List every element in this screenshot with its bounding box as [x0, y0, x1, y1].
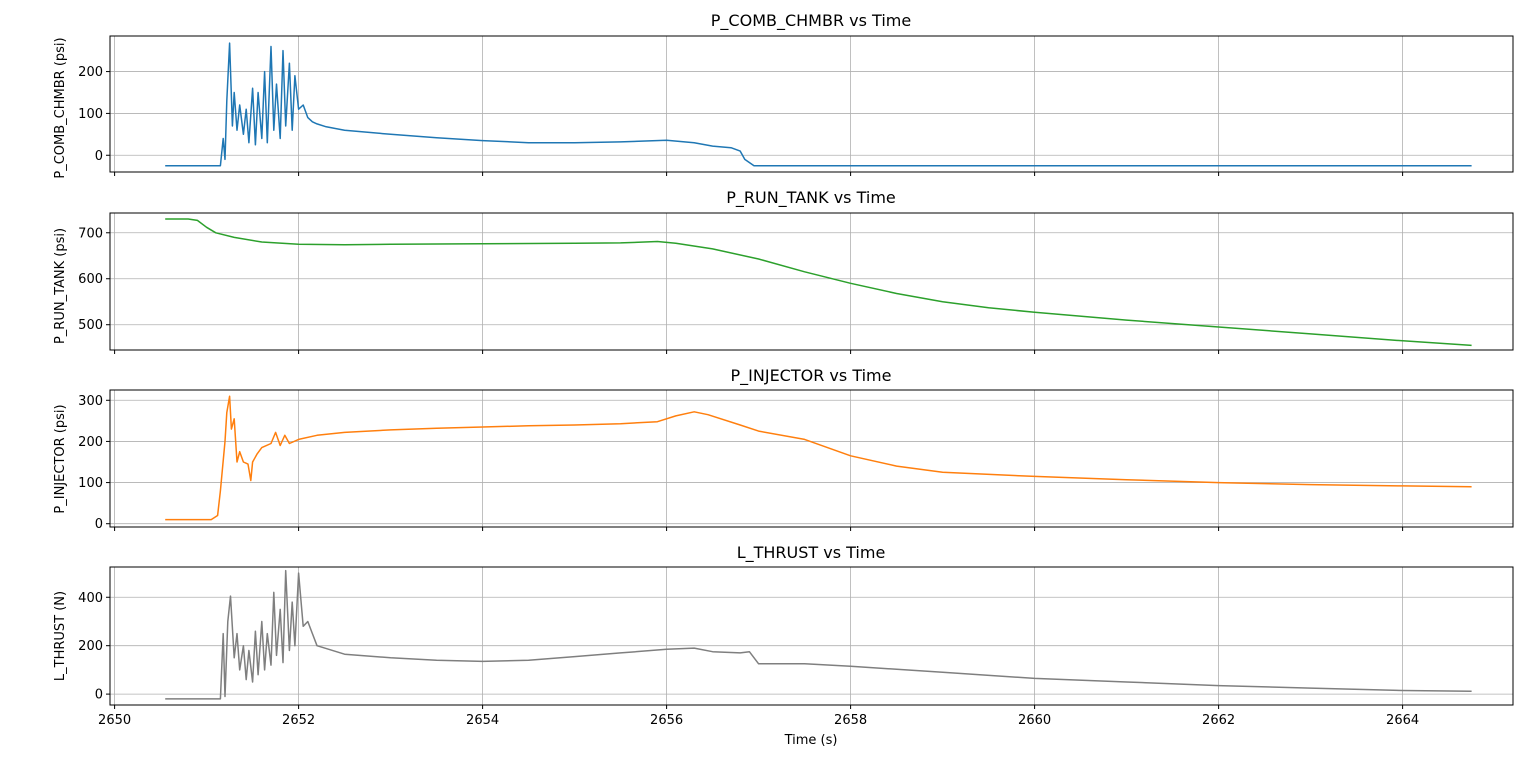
series-line: [165, 218, 1472, 347]
subplot-p-run-tank: P_RUN_TANK vs Time P_RUN_TANK (psi) 500 6…: [53, 188, 1514, 354]
x-tick-label: 2660: [1018, 713, 1051, 728]
x-tick-label: 2656: [650, 713, 683, 728]
series-line: [165, 395, 1472, 521]
plot-area: 0 100 200: [78, 35, 1514, 176]
y-tick-label: 0: [95, 149, 103, 164]
y-tick-label: 100: [78, 107, 103, 122]
x-tick-label: 2662: [1202, 713, 1235, 728]
y-tick-label: 400: [78, 591, 103, 606]
series-line: [165, 569, 1472, 700]
y-tick-label: 200: [78, 435, 103, 450]
plot-area: 0 100 200 300: [78, 389, 1514, 532]
subplot-p-comb-chmbr: P_COMB_CHMBR vs Time P_COMB_CHMBR (psi) …: [53, 11, 1514, 179]
plot-area: 500 600 700: [78, 212, 1514, 354]
y-axis-label: P_RUN_TANK (psi): [53, 228, 68, 344]
axes-frame: [109, 566, 1514, 706]
axes-frame: [109, 35, 1514, 173]
y-tick-label: 700: [78, 226, 103, 241]
subplot-title: P_INJECTOR vs Time: [731, 366, 892, 386]
x-tick-label: 2650: [98, 713, 131, 728]
x-axis-label: Time (s): [784, 733, 838, 748]
axes-frame: [109, 212, 1514, 351]
y-tick-label: 600: [78, 272, 103, 287]
y-axis-label: P_INJECTOR (psi): [53, 404, 68, 513]
x-tick-label: 2652: [282, 713, 315, 728]
x-tick-label: 2658: [834, 713, 867, 728]
y-axis-label: P_COMB_CHMBR (psi): [53, 37, 68, 178]
y-tick-label: 500: [78, 318, 103, 333]
y-tick-label: 0: [95, 517, 103, 532]
y-axis-label: L_THRUST (N): [53, 591, 68, 681]
y-tick-label: 0: [95, 688, 103, 703]
y-tick-label: 300: [78, 394, 103, 409]
subplot-title: P_RUN_TANK vs Time: [726, 188, 896, 208]
subplot-title: L_THRUST vs Time: [737, 543, 886, 563]
y-tick-label: 200: [78, 65, 103, 80]
subplot-p-injector: P_INJECTOR vs Time P_INJECTOR (psi) 0 100…: [53, 366, 1514, 532]
x-tick-label: 2664: [1386, 713, 1419, 728]
subplot-title: P_COMB_CHMBR vs Time: [711, 11, 911, 31]
series-line: [165, 42, 1472, 167]
plot-area: 0 200 400 2650 2652 2654 2656 2658 2660 2662 2664: [78, 566, 1514, 728]
subplot-l-thrust: L_THRUST vs Time L_THRUST (N) 0 200 400 265…: [53, 543, 1514, 748]
y-tick-label: 100: [78, 476, 103, 491]
axes-frame: [109, 389, 1514, 528]
y-tick-label: 200: [78, 639, 103, 654]
x-tick-label: 2654: [466, 713, 499, 728]
